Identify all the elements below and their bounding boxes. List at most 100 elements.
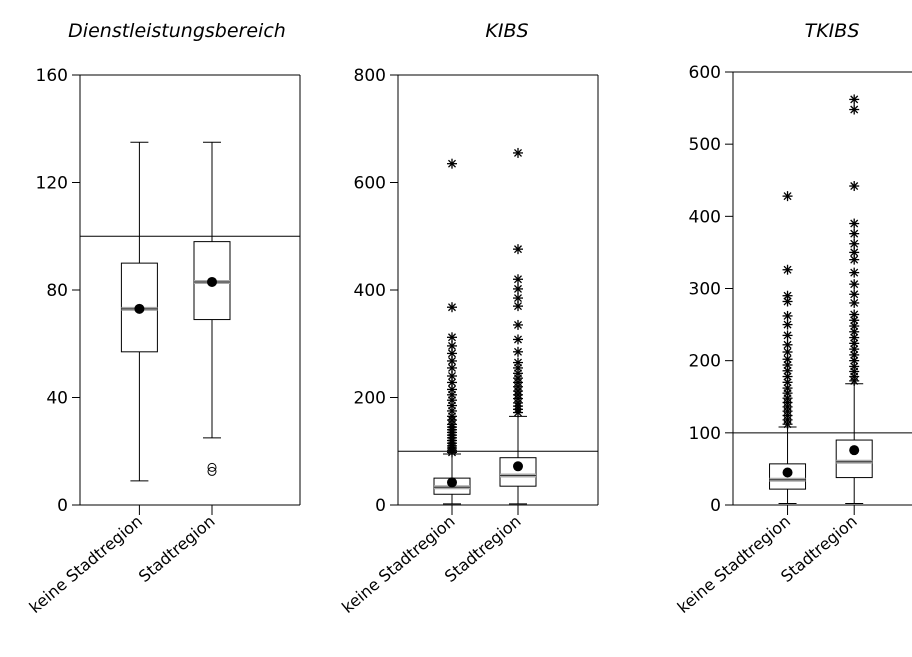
y-tick-label: 80 [46,281,68,301]
outlier-star-stroke [850,229,859,238]
outlier-star-stroke [448,303,456,312]
outlier-star-stroke [850,356,859,365]
mean-marker [134,303,145,314]
outlier-star-stroke [783,297,792,306]
chart-panel-3: TKIBS 0 100 200 300 400 500 600 keine Stadtregio… [674,20,912,617]
outlier-star-stroke [783,372,792,381]
y-tick-label: 400 [689,207,721,227]
y-tick-label: 300 [689,280,721,300]
y-tick-label: 0 [57,496,68,516]
panels-group: Dienstleistungsbereich 0 40 80 120 160 keine S… [25,20,912,617]
y-tick-label: 500 [689,135,721,155]
outlier-star [782,310,793,321]
outlier-star-stroke [850,290,859,299]
outlier-star [447,340,457,351]
outlier-star-stroke [850,310,859,319]
mean-marker [849,445,860,456]
outlier-star-stroke [850,239,859,248]
outlier-star [849,228,860,239]
outlier-star-stroke [448,159,456,168]
outlier-circle [207,462,217,472]
panel-title: KIBS [485,20,528,42]
outlier-star [849,289,860,300]
outlier-star-stroke [514,148,522,157]
box-2: Stadtregion [777,94,873,586]
outlier-star [782,264,793,275]
outlier-star-stroke [783,331,792,340]
outlier-star-stroke [850,268,859,277]
mean-marker [782,467,793,478]
outlier-star-stroke [514,284,522,293]
outlier-star-stroke [514,245,522,254]
mean-marker [207,276,217,287]
outlier-star [849,297,860,308]
box-1: keine Stadtregion [25,141,158,617]
box-2: Stadtregion [135,141,231,587]
outlier-star-stroke [850,327,859,336]
outlier-star [447,332,457,343]
outlier-star-stroke [514,320,522,329]
y-tick-label: 160 [36,66,68,86]
outlier-star-stroke [448,333,456,342]
outlier-star [849,315,860,326]
outlier-star [849,238,860,249]
box-2: Stadtregion [441,147,537,586]
outlier-star [782,290,793,301]
y-tick-label: 40 [46,389,68,409]
outlier-star-stroke [850,339,859,348]
mean-marker [447,477,457,488]
outlier-star-stroke [850,280,859,289]
y-tick-label: 200 [689,352,721,372]
y-tick-label: 400 [354,281,386,301]
outlier-star-stroke [850,182,859,191]
outlier-star [782,371,793,382]
outlier-star-stroke [783,291,792,300]
outlier-star-stroke [850,362,859,371]
outlier-star-stroke [448,356,456,365]
outlier-star-stroke [850,298,859,307]
outlier-star [513,346,523,357]
outlier-star-stroke [448,385,456,394]
outlier-star-stroke [783,348,792,357]
box-1: keine Stadtregion [674,191,807,617]
outlier-star [447,355,457,366]
outlier-star-stroke [783,311,792,320]
outlier-star-stroke [783,361,792,369]
y-tick-label: 0 [375,496,386,516]
x-category-label: keine Stadtregion [674,512,794,617]
outlier-star [849,104,860,115]
y-tick-label: 100 [689,424,721,444]
outlier-star-stroke [448,341,456,350]
y-tick-label: 800 [354,66,386,86]
outlier-star [849,267,860,278]
x-category-label: keine Stadtregion [25,512,145,617]
y-tick-label: 0 [710,496,721,516]
outlier-star-stroke [448,372,456,380]
outlier-star [782,339,793,350]
outlier-star-stroke [783,192,792,201]
y-tick-label: 120 [36,174,68,194]
outlier-star-stroke [850,316,859,325]
outlier-star-stroke [783,340,792,349]
outlier-star-stroke [783,355,792,364]
outlier-star-stroke [448,363,456,372]
outlier-star-stroke [850,219,859,228]
x-category-label: Stadtregion [135,512,219,587]
y-tick-label: 600 [689,63,721,83]
outlier-star [513,147,523,158]
outlier-star [447,302,457,313]
outlier-star [513,357,523,368]
outlier-star-stroke [850,95,859,104]
outlier-star-stroke [514,294,522,303]
outlier-star [513,334,523,345]
y-tick-label: 200 [354,389,386,409]
outlier-star-stroke [514,347,522,356]
outlier-star [849,218,860,229]
outlier-star [513,244,523,255]
outlier-star-stroke [850,248,859,257]
outlier-star-stroke [850,350,859,359]
outlier-star [513,283,523,294]
outlier-star-stroke [850,345,859,354]
outlier-star [782,191,793,202]
outlier-star-stroke [850,333,859,342]
